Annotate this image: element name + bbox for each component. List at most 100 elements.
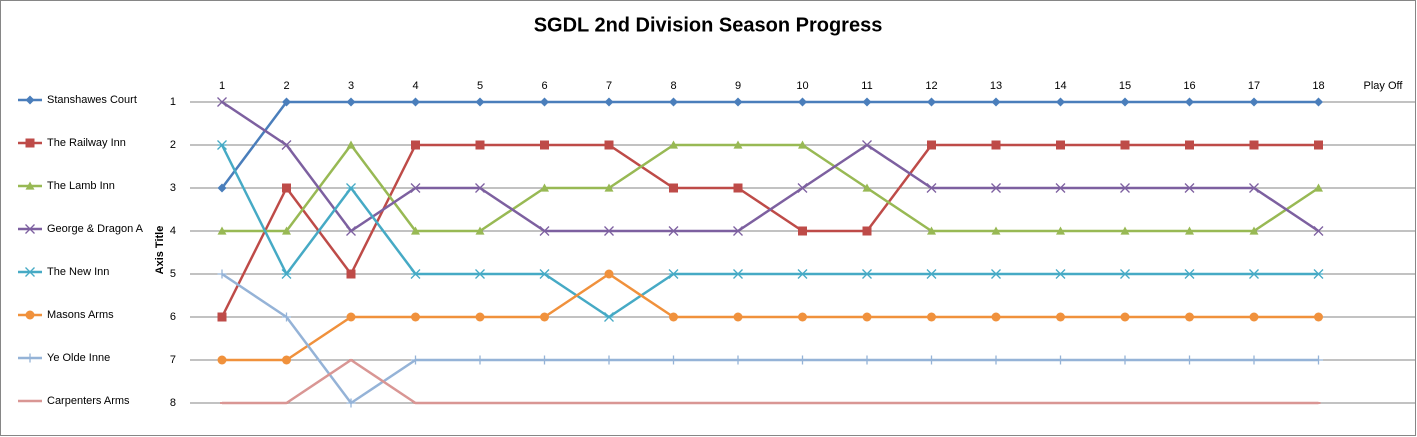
- x-tick-label: 4: [412, 80, 418, 92]
- data-point: [862, 269, 872, 279]
- data-point: [411, 355, 420, 365]
- data-point: [1056, 226, 1065, 235]
- x-tick-label: 2: [283, 80, 289, 92]
- data-point: [733, 140, 743, 149]
- data-point: [540, 183, 549, 192]
- x-tick-label: 10: [796, 80, 808, 92]
- data-point: [604, 140, 614, 150]
- x-tick-label: 1: [219, 80, 225, 92]
- data-point: [1314, 355, 1323, 365]
- data-point: [346, 269, 356, 279]
- data-point: [282, 312, 291, 322]
- data-point: [1056, 312, 1065, 322]
- y-tick-label: 1: [170, 96, 176, 108]
- series-line: [221, 272, 1319, 405]
- legend-label: George & Dragon A: [47, 223, 144, 235]
- data-point: [1056, 355, 1065, 365]
- data-point: [281, 269, 292, 279]
- data-point: [926, 269, 937, 279]
- data-point: [475, 312, 485, 322]
- data-point: [926, 183, 937, 193]
- data-point: [1249, 269, 1259, 279]
- x-tick-label: Play Off: [1364, 80, 1404, 92]
- y-tick-label: 3: [170, 182, 176, 194]
- x-tick-label: 8: [670, 80, 676, 92]
- data-point: [797, 183, 808, 193]
- data-point: [539, 269, 550, 279]
- data-point: [798, 97, 807, 107]
- data-point: [669, 97, 678, 107]
- data-point: [346, 183, 356, 193]
- x-tick-label: 13: [990, 80, 1002, 92]
- data-point: [927, 226, 936, 235]
- data-point: [217, 312, 227, 322]
- data-point: [604, 312, 614, 322]
- data-point: [668, 269, 679, 279]
- data-point: [733, 183, 743, 193]
- y-tick-label: 2: [170, 139, 176, 151]
- data-point: [282, 226, 291, 235]
- data-point: [798, 355, 807, 365]
- legend-label: Masons Arms: [47, 309, 114, 321]
- data-point: [217, 226, 227, 235]
- legend-marker: [25, 224, 35, 234]
- data-point: [1120, 226, 1130, 235]
- data-point: [346, 312, 356, 322]
- x-tick-label: 12: [925, 80, 937, 92]
- data-point: [669, 183, 678, 193]
- data-point: [410, 269, 421, 279]
- data-point: [669, 140, 678, 149]
- data-point: [1184, 183, 1195, 193]
- data-point: [1249, 183, 1259, 193]
- data-point: [410, 183, 421, 193]
- data-point: [217, 183, 227, 193]
- data-point: [475, 140, 485, 150]
- data-point: [604, 269, 614, 279]
- series-line: [222, 272, 1319, 362]
- data-point: [862, 226, 872, 236]
- data-point: [281, 140, 292, 150]
- x-tick-label: 6: [541, 80, 547, 92]
- data-point: [798, 140, 807, 149]
- data-point: [991, 140, 1001, 150]
- data-point: [862, 97, 872, 107]
- data-point: [1314, 140, 1323, 150]
- data-point: [282, 97, 291, 107]
- legend-label: The New Inn: [47, 266, 109, 278]
- data-point: [1055, 183, 1066, 193]
- data-point: [991, 226, 1001, 235]
- legend-marker: [25, 181, 35, 190]
- series-line: [222, 358, 1319, 405]
- legend-label: Stanshawes Court: [47, 94, 137, 106]
- data-point: [346, 97, 356, 107]
- data-point: [1056, 140, 1065, 150]
- data-point: [346, 398, 356, 408]
- data-point: [539, 226, 550, 236]
- x-tick-label: 17: [1248, 80, 1260, 92]
- data-point: [797, 269, 808, 279]
- data-point: [991, 97, 1001, 107]
- y-tick-label: 7: [170, 354, 176, 366]
- series-line: [220, 144, 1319, 319]
- x-tick-label: 11: [861, 80, 872, 92]
- data-point: [1055, 269, 1066, 279]
- data-point: [927, 355, 936, 365]
- data-point: [475, 355, 485, 365]
- data-point: [1314, 97, 1323, 107]
- data-point: [1313, 269, 1324, 279]
- x-tick-label: 3: [348, 80, 354, 92]
- data-point: [1185, 97, 1194, 107]
- x-tick-label: 16: [1183, 80, 1195, 92]
- legend-marker: [25, 138, 35, 148]
- data-point: [798, 312, 807, 322]
- data-point: [669, 355, 678, 365]
- legend-marker: [25, 310, 35, 320]
- data-point: [1249, 355, 1259, 365]
- x-tick-label: 7: [606, 80, 612, 92]
- data-point: [604, 97, 614, 107]
- data-point: [733, 226, 743, 236]
- data-point: [1249, 140, 1259, 150]
- data-point: [346, 140, 356, 149]
- data-point: [411, 312, 420, 322]
- data-point: [927, 97, 936, 107]
